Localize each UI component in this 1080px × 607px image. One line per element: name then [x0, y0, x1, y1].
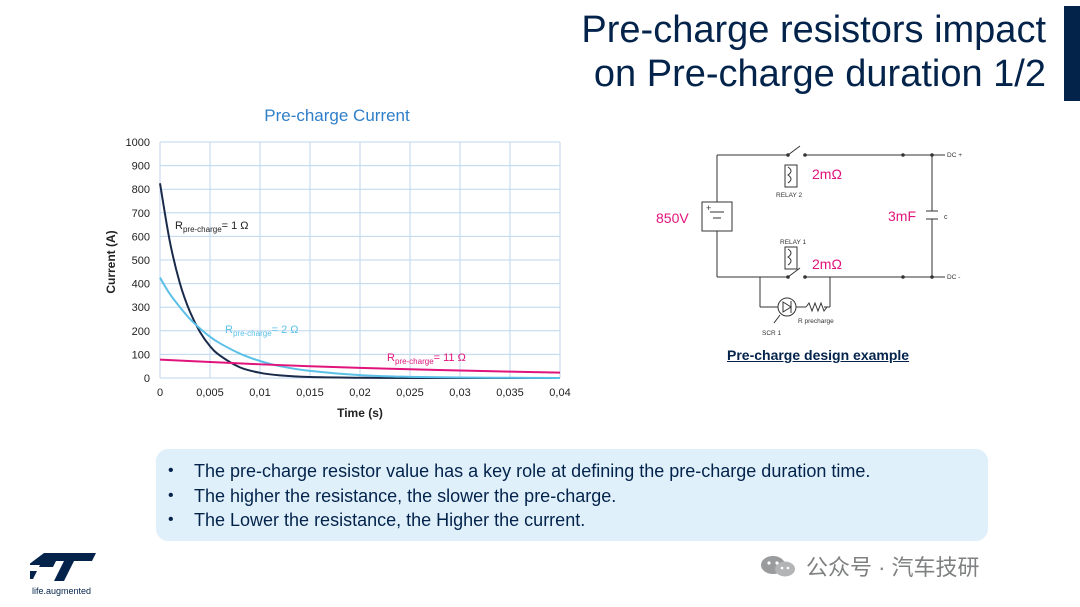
x-tick-label: 0,035 — [496, 387, 524, 399]
pre-charge-circuit-diagram: + 850V 2mΩ 2mΩ 3mF RELAY 2 RELAY 1 c DC … — [656, 145, 962, 337]
chart-title: Pre-charge Current — [264, 106, 410, 125]
pre-charge-current-chart: Pre-charge Current 0 100 200 300 400 500 600 70… — [104, 106, 571, 420]
series-label-2ohm-main: R — [225, 324, 233, 336]
x-tick-label: 0,015 — [296, 387, 324, 399]
series-label-2ohm-tail: = 2 Ω — [272, 324, 299, 336]
watermark: 公众号 · 汽车技研 — [758, 550, 980, 582]
tagline: life.augmented — [32, 586, 92, 596]
scr-name: SCR 1 — [762, 330, 782, 337]
y-tick-label: 800 — [132, 184, 150, 196]
series-label-2ohm: Rpre-charge= 2 Ω — [225, 324, 299, 338]
y-tick-label: 600 — [132, 231, 150, 243]
y-tick-label: 200 — [132, 326, 150, 338]
y-tick-label: 900 — [132, 161, 150, 173]
x-tick-label: 0,03 — [449, 387, 470, 399]
y-tick-label: 300 — [132, 302, 150, 314]
x-tick-label: 0,04 — [549, 387, 570, 399]
capacitor-name: c — [944, 214, 948, 221]
wechat-icon — [761, 556, 795, 577]
series-label-11ohm-main: R — [387, 352, 395, 364]
capacitance-label: 3mF — [888, 208, 916, 224]
series-label-11ohm: Rpre-charge= 11 Ω — [387, 352, 466, 366]
y-tick-label: 1000 — [126, 137, 150, 149]
x-axis-ticks: 0 0,005 0,01 0,015 0,02 0,025 0,03 0,035 0,04 — [157, 387, 571, 399]
slide-title-line2: on Pre-charge duration 1/2 — [593, 53, 1046, 95]
relay2-resistance-label: 2mΩ — [812, 166, 842, 182]
relay2-name: RELAY 2 — [776, 192, 803, 199]
series-label-2ohm-sub: pre-charge — [233, 329, 272, 338]
watermark-text: 公众号 · 汽车技研 — [806, 555, 980, 580]
y-tick-label: 500 — [132, 255, 150, 267]
y-axis-ticks: 0 100 200 300 400 500 600 700 800 900 1000 — [126, 137, 150, 385]
series-label-11ohm-sub: pre-charge — [395, 357, 434, 366]
x-tick-label: 0,005 — [196, 387, 224, 399]
series-label-1ohm: Rpre-charge= 1 Ω — [175, 220, 249, 234]
bullet-box: The pre-charge resistor value has a key … — [156, 449, 988, 541]
resistor-name: R precharge — [798, 318, 834, 325]
x-axis-label: Time (s) — [337, 406, 383, 420]
series-label-1ohm-sub: pre-charge — [183, 225, 222, 234]
series-line-2ohm — [159, 277, 561, 379]
voltage-label: 850V — [656, 210, 689, 226]
x-tick-label: 0 — [157, 387, 163, 399]
series-label-1ohm-tail: = 1 Ω — [222, 220, 249, 232]
title-accent-bar — [1064, 6, 1080, 101]
relay1-resistance-label: 2mΩ — [812, 256, 842, 272]
series-label-11ohm-tail: = 11 Ω — [434, 352, 466, 364]
dc-minus-label: DC - — [947, 274, 960, 281]
series-label-1ohm-main: R — [175, 220, 183, 232]
x-tick-label: 0,025 — [396, 387, 424, 399]
x-tick-label: 0,02 — [349, 387, 370, 399]
slide-title-line1: Pre-charge resistors impact — [581, 9, 1046, 51]
bullet-item: The higher the resistance, the slower th… — [168, 484, 978, 509]
y-tick-label: 400 — [132, 279, 150, 291]
x-tick-label: 0,01 — [249, 387, 270, 399]
slide-title: Pre-charge resistors impact on Pre-charg… — [486, 8, 1046, 96]
y-axis-label: Current (A) — [104, 230, 118, 293]
circuit-caption: Pre-charge design example — [727, 347, 910, 363]
bullet-item: The pre-charge resistor value has a key … — [168, 459, 978, 484]
relay1-name: RELAY 1 — [780, 239, 807, 246]
y-tick-label: 700 — [132, 208, 150, 220]
battery-plus-sign: + — [706, 203, 711, 213]
chart-grid — [159, 141, 561, 379]
chart-series — [159, 183, 561, 380]
y-tick-label: 100 — [132, 349, 150, 361]
dc-plus-label: DC + — [947, 152, 962, 159]
st-logo-icon — [30, 553, 96, 581]
bullet-item: The Lower the resistance, the Higher the… — [168, 508, 978, 533]
series-line-11ohm — [159, 358, 561, 374]
bullet-list: The pre-charge resistor value has a key … — [168, 459, 978, 533]
y-tick-label: 0 — [144, 373, 150, 385]
